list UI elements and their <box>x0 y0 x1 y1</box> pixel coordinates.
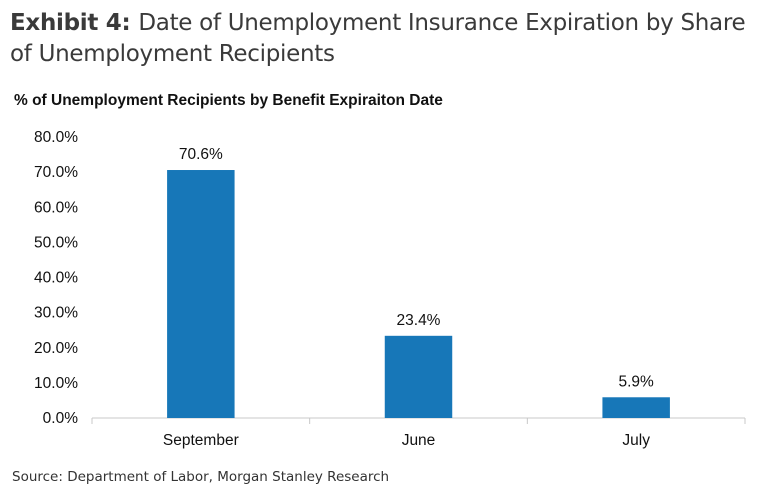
bar-july <box>602 397 670 418</box>
data-label: 70.6% <box>179 146 223 163</box>
data-label: 23.4% <box>397 312 441 329</box>
x-axis <box>91 417 746 424</box>
source-note: Source: Department of Labor, Morgan Stan… <box>12 469 390 485</box>
category-label: September <box>163 432 239 449</box>
data-labels: 70.6% 23.4% 5.9% <box>179 146 654 390</box>
y-tick-label: 40.0% <box>34 270 78 287</box>
y-tick-label: 20.0% <box>34 340 78 357</box>
y-tick-label: 10.0% <box>34 375 78 392</box>
exhibit-number: Exhibit 4: <box>10 10 131 36</box>
exhibit-title-text: Date of Unemployment Insurance Expiratio… <box>10 10 746 67</box>
y-axis: 0.0% 10.0% 20.0% 30.0% 40.0% 50.0% 60.0% 70.0% 8… <box>34 129 78 427</box>
category-labels: September June July <box>163 432 650 449</box>
bars <box>167 170 670 418</box>
category-label: June <box>402 432 436 449</box>
y-tick-label: 50.0% <box>34 234 78 251</box>
bar-june <box>384 335 453 418</box>
bar-september <box>167 170 235 418</box>
y-tick-label: 0.0% <box>43 410 79 427</box>
y-tick-label: 30.0% <box>34 305 78 322</box>
data-label: 5.9% <box>618 373 654 390</box>
bar-chart: 0.0% 10.0% 20.0% 30.0% 40.0% 50.0% 60.0% 70.0% 8… <box>34 129 746 449</box>
y-tick-label: 70.0% <box>34 164 78 181</box>
y-tick-label: 60.0% <box>34 199 78 216</box>
category-label: July <box>622 432 650 449</box>
exhibit-title: Exhibit 4: Date of Unemployment Insurance… <box>10 8 750 70</box>
chart-title: % of Unemployment Recipients by Benefit … <box>14 92 443 109</box>
y-tick-label: 80.0% <box>34 129 78 146</box>
